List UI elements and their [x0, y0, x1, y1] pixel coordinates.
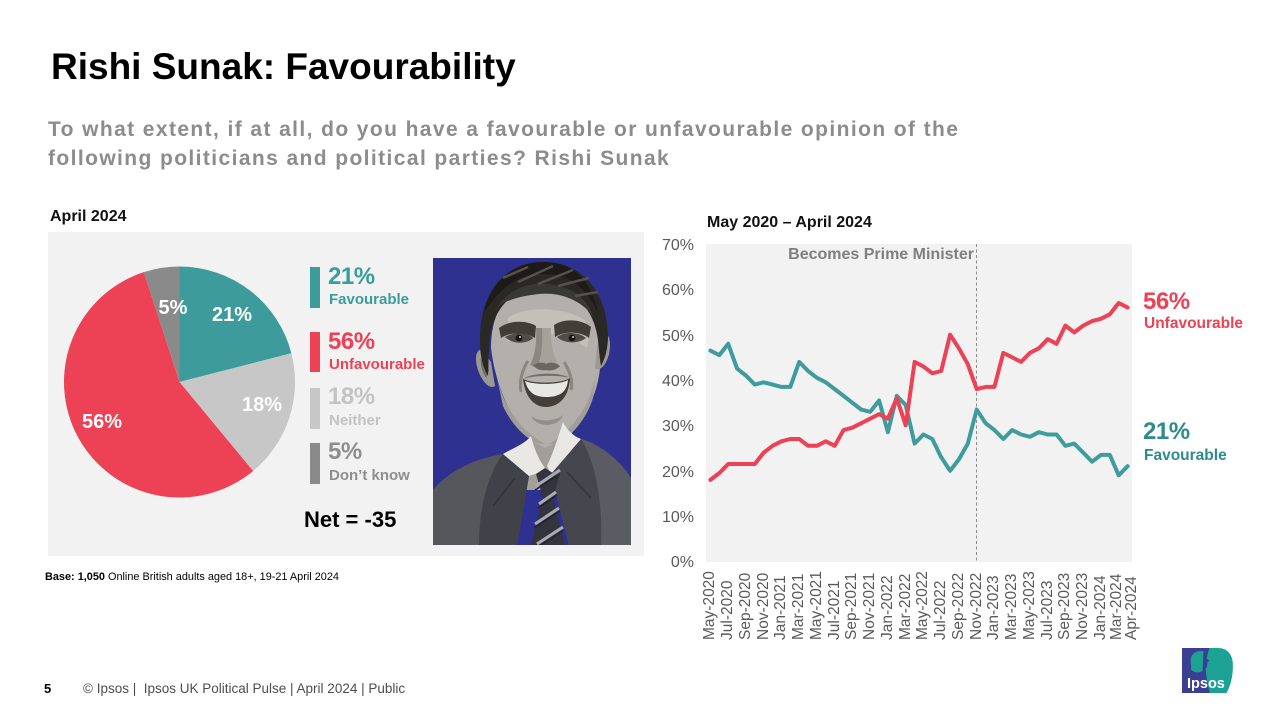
- svg-text:Ipsos: Ipsos: [1187, 676, 1225, 692]
